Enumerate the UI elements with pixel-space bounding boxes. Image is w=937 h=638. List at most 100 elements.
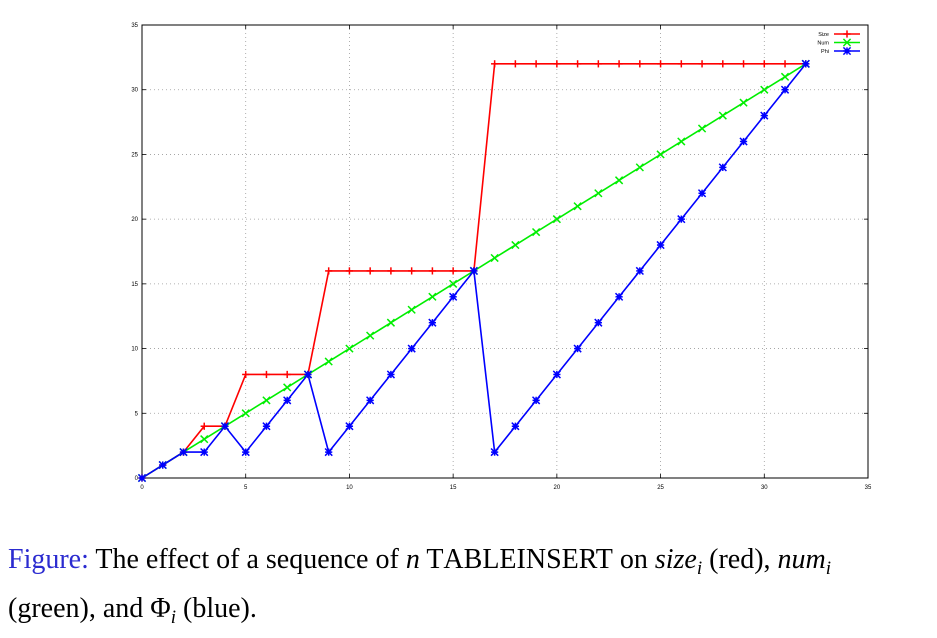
x-tick-label: 5 [244, 485, 248, 491]
point-phi [677, 215, 686, 224]
point-phi [324, 447, 333, 457]
point-phi [490, 447, 499, 457]
point-phi [345, 422, 354, 431]
point-size [511, 60, 519, 68]
point-phi [614, 292, 624, 301]
caption-text-2: on [612, 544, 655, 575]
point-phi [158, 460, 167, 470]
series-markers [137, 59, 810, 483]
point-num [552, 215, 561, 224]
point-size [656, 60, 665, 68]
point-size [408, 267, 416, 275]
point-size [242, 370, 250, 379]
point-size [428, 267, 436, 275]
point-size [366, 267, 374, 275]
legend: Size Num Phi [817, 30, 860, 56]
point-num [324, 357, 333, 366]
legend-label-num: Num [817, 41, 829, 47]
point-size [387, 267, 395, 275]
point-num [490, 253, 499, 263]
point-num [573, 202, 582, 211]
chart-axes [141, 24, 869, 479]
caption-num: num [777, 544, 826, 575]
point-size [594, 60, 602, 68]
point-num [635, 163, 644, 172]
point-phi [220, 422, 230, 431]
point-num [760, 85, 769, 94]
chart-grid [142, 25, 868, 478]
point-phi [552, 370, 561, 379]
x-tick-label: 25 [657, 485, 664, 491]
point-num [428, 292, 437, 301]
point-size [325, 267, 333, 275]
point-num [262, 396, 271, 405]
caption-size: size [654, 544, 697, 575]
legend-marker-size [843, 30, 851, 38]
x-tick-label: 10 [346, 485, 353, 491]
point-phi [366, 396, 375, 405]
point-phi [241, 447, 250, 457]
point-num [531, 227, 541, 237]
point-phi [428, 318, 437, 327]
point-phi [200, 447, 209, 457]
point-size [677, 60, 685, 68]
point-size [283, 370, 291, 379]
point-num [594, 189, 603, 198]
point-phi [407, 344, 416, 353]
y-tick-label: 15 [131, 282, 138, 288]
point-phi [635, 266, 644, 276]
point-size [698, 60, 706, 68]
point-size [449, 267, 457, 275]
y-tick-label: 10 [131, 347, 138, 353]
point-size [345, 267, 354, 275]
caption-num-subscript: i [825, 558, 832, 579]
point-num [614, 176, 624, 185]
caption-phi: Φ [150, 593, 171, 624]
point-phi [739, 137, 748, 146]
tick-labels: 0 5 10 15 20 25 30 35 0 5 10 15 20 25 30 35 [131, 23, 872, 491]
point-num [283, 383, 292, 392]
point-phi [511, 422, 520, 431]
figure-caption: Figure: The effect of a sequence of n TA… [8, 540, 933, 638]
point-num [656, 150, 665, 159]
point-phi [262, 422, 271, 431]
point-num [386, 318, 396, 327]
point-num [366, 331, 375, 340]
x-tick-label: 0 [140, 485, 144, 491]
y-tick-label: 25 [131, 152, 138, 158]
legend-marker-phi [842, 46, 852, 56]
y-tick-label: 20 [131, 217, 138, 223]
caption-text-red: (red), [702, 544, 778, 575]
point-size [574, 60, 582, 68]
point-num [697, 124, 707, 133]
caption-label: Figure: [8, 544, 89, 575]
point-phi [656, 240, 665, 250]
x-tick-label: 35 [865, 485, 872, 491]
point-size [760, 60, 768, 68]
y-tick-label: 35 [131, 23, 138, 29]
point-size [615, 60, 623, 68]
point-phi [801, 59, 810, 68]
point-size [262, 370, 271, 379]
x-tick-label: 15 [450, 485, 457, 491]
legend-label-size: Size [818, 32, 829, 38]
point-num [677, 137, 686, 146]
table-insert-name: TABLEINSERT [426, 544, 613, 575]
x-tick-label: 20 [554, 485, 561, 491]
caption-text-blue: (blue). [176, 593, 257, 624]
point-phi [531, 396, 541, 405]
plot-frame [141, 24, 869, 479]
point-phi [594, 318, 603, 327]
point-num [739, 98, 748, 107]
y-tick-label: 0 [135, 476, 139, 482]
point-num [511, 240, 520, 250]
point-phi [469, 266, 479, 276]
point-num [780, 72, 790, 81]
point-num [241, 409, 250, 418]
point-phi [179, 447, 188, 457]
point-phi [780, 85, 790, 94]
point-phi [718, 163, 727, 172]
y-tick-label: 5 [135, 411, 139, 417]
point-num [200, 435, 209, 444]
point-size [491, 60, 499, 68]
